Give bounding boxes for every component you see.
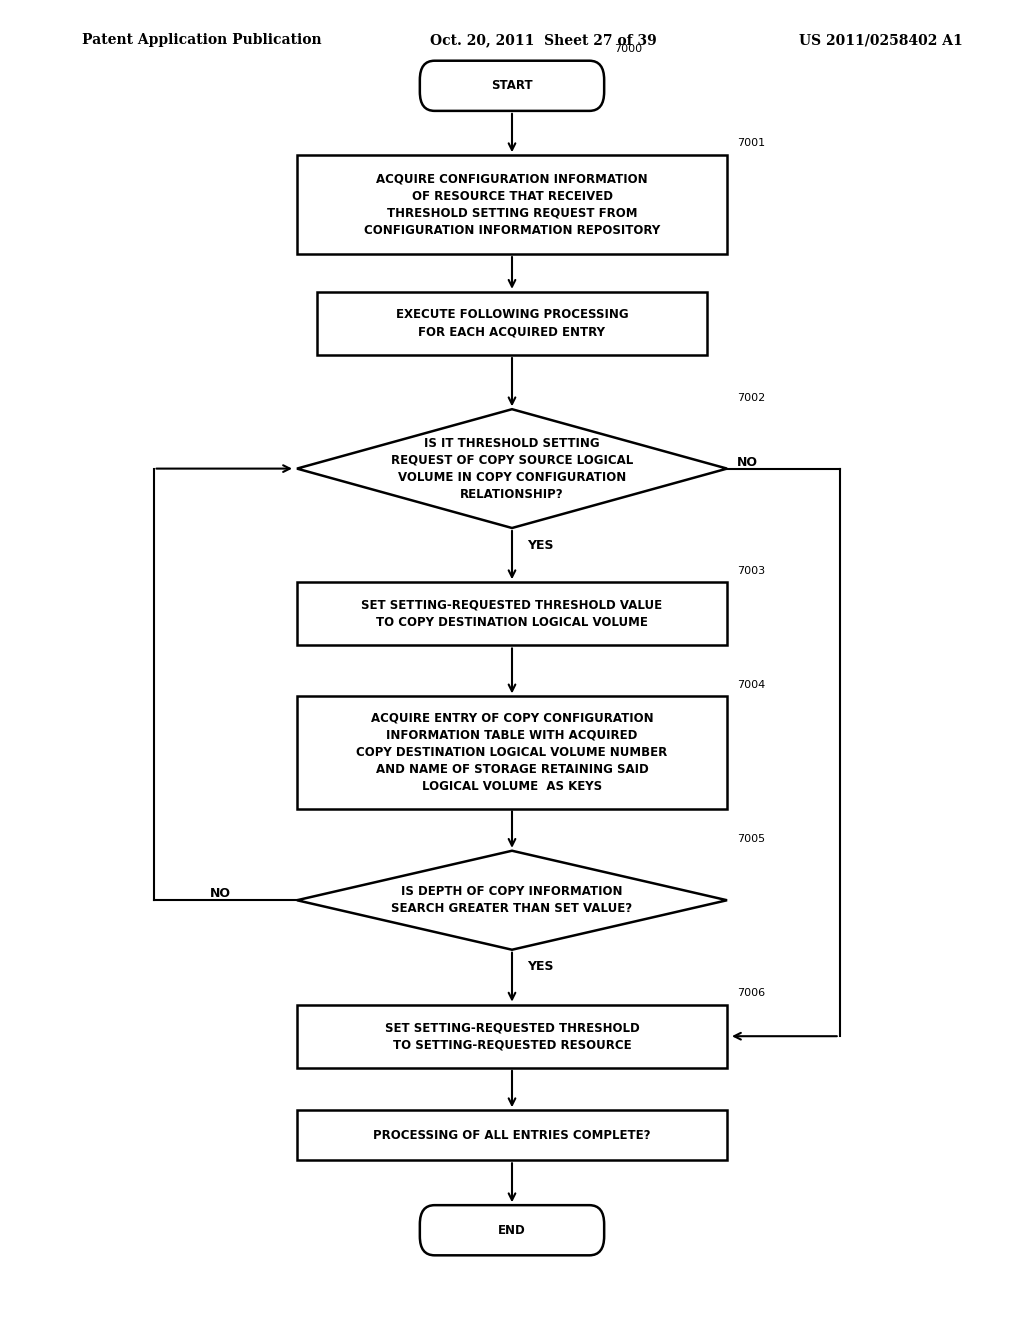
Text: 7001: 7001 xyxy=(737,139,765,149)
Text: EXECUTE FOLLOWING PROCESSING
FOR EACH ACQUIRED ENTRY: EXECUTE FOLLOWING PROCESSING FOR EACH AC… xyxy=(395,309,629,338)
Text: 7005: 7005 xyxy=(737,834,765,845)
Polygon shape xyxy=(297,851,727,950)
Text: IS DEPTH OF COPY INFORMATION
SEARCH GREATER THAN SET VALUE?: IS DEPTH OF COPY INFORMATION SEARCH GREA… xyxy=(391,886,633,915)
Text: NO: NO xyxy=(737,455,759,469)
Text: ACQUIRE ENTRY OF COPY CONFIGURATION
INFORMATION TABLE WITH ACQUIRED
COPY DESTINA: ACQUIRE ENTRY OF COPY CONFIGURATION INFO… xyxy=(356,711,668,793)
Text: 7003: 7003 xyxy=(737,565,765,576)
Bar xyxy=(297,1005,727,1068)
Bar xyxy=(297,154,727,253)
Text: PROCESSING OF ALL ENTRIES COMPLETE?: PROCESSING OF ALL ENTRIES COMPLETE? xyxy=(374,1129,650,1142)
Text: Patent Application Publication: Patent Application Publication xyxy=(82,33,322,48)
FancyBboxPatch shape xyxy=(420,1205,604,1255)
Text: 7000: 7000 xyxy=(614,44,642,54)
Text: SET SETTING-REQUESTED THRESHOLD VALUE
TO COPY DESTINATION LOGICAL VOLUME: SET SETTING-REQUESTED THRESHOLD VALUE TO… xyxy=(361,599,663,628)
Text: NO: NO xyxy=(210,887,231,900)
Text: FIG.27: FIG.27 xyxy=(462,73,562,100)
Bar xyxy=(297,1110,727,1160)
Bar xyxy=(317,292,707,355)
Text: SET SETTING-REQUESTED THRESHOLD
TO SETTING-REQUESTED RESOURCE: SET SETTING-REQUESTED THRESHOLD TO SETTI… xyxy=(385,1022,639,1051)
Polygon shape xyxy=(297,409,727,528)
Text: 7004: 7004 xyxy=(737,680,766,689)
Text: 7006: 7006 xyxy=(737,987,765,998)
Text: START: START xyxy=(492,79,532,92)
FancyBboxPatch shape xyxy=(420,61,604,111)
Text: US 2011/0258402 A1: US 2011/0258402 A1 xyxy=(799,33,963,48)
Text: IS IT THRESHOLD SETTING
REQUEST OF COPY SOURCE LOGICAL
VOLUME IN COPY CONFIGURAT: IS IT THRESHOLD SETTING REQUEST OF COPY … xyxy=(391,437,633,500)
Text: YES: YES xyxy=(527,539,554,552)
Bar xyxy=(297,582,727,645)
Text: ACQUIRE CONFIGURATION INFORMATION
OF RESOURCE THAT RECEIVED
THRESHOLD SETTING RE: ACQUIRE CONFIGURATION INFORMATION OF RES… xyxy=(364,173,660,236)
Text: 7002: 7002 xyxy=(737,392,766,403)
Bar xyxy=(297,697,727,808)
Text: YES: YES xyxy=(527,961,554,973)
Text: END: END xyxy=(498,1224,526,1237)
Text: Oct. 20, 2011  Sheet 27 of 39: Oct. 20, 2011 Sheet 27 of 39 xyxy=(430,33,656,48)
